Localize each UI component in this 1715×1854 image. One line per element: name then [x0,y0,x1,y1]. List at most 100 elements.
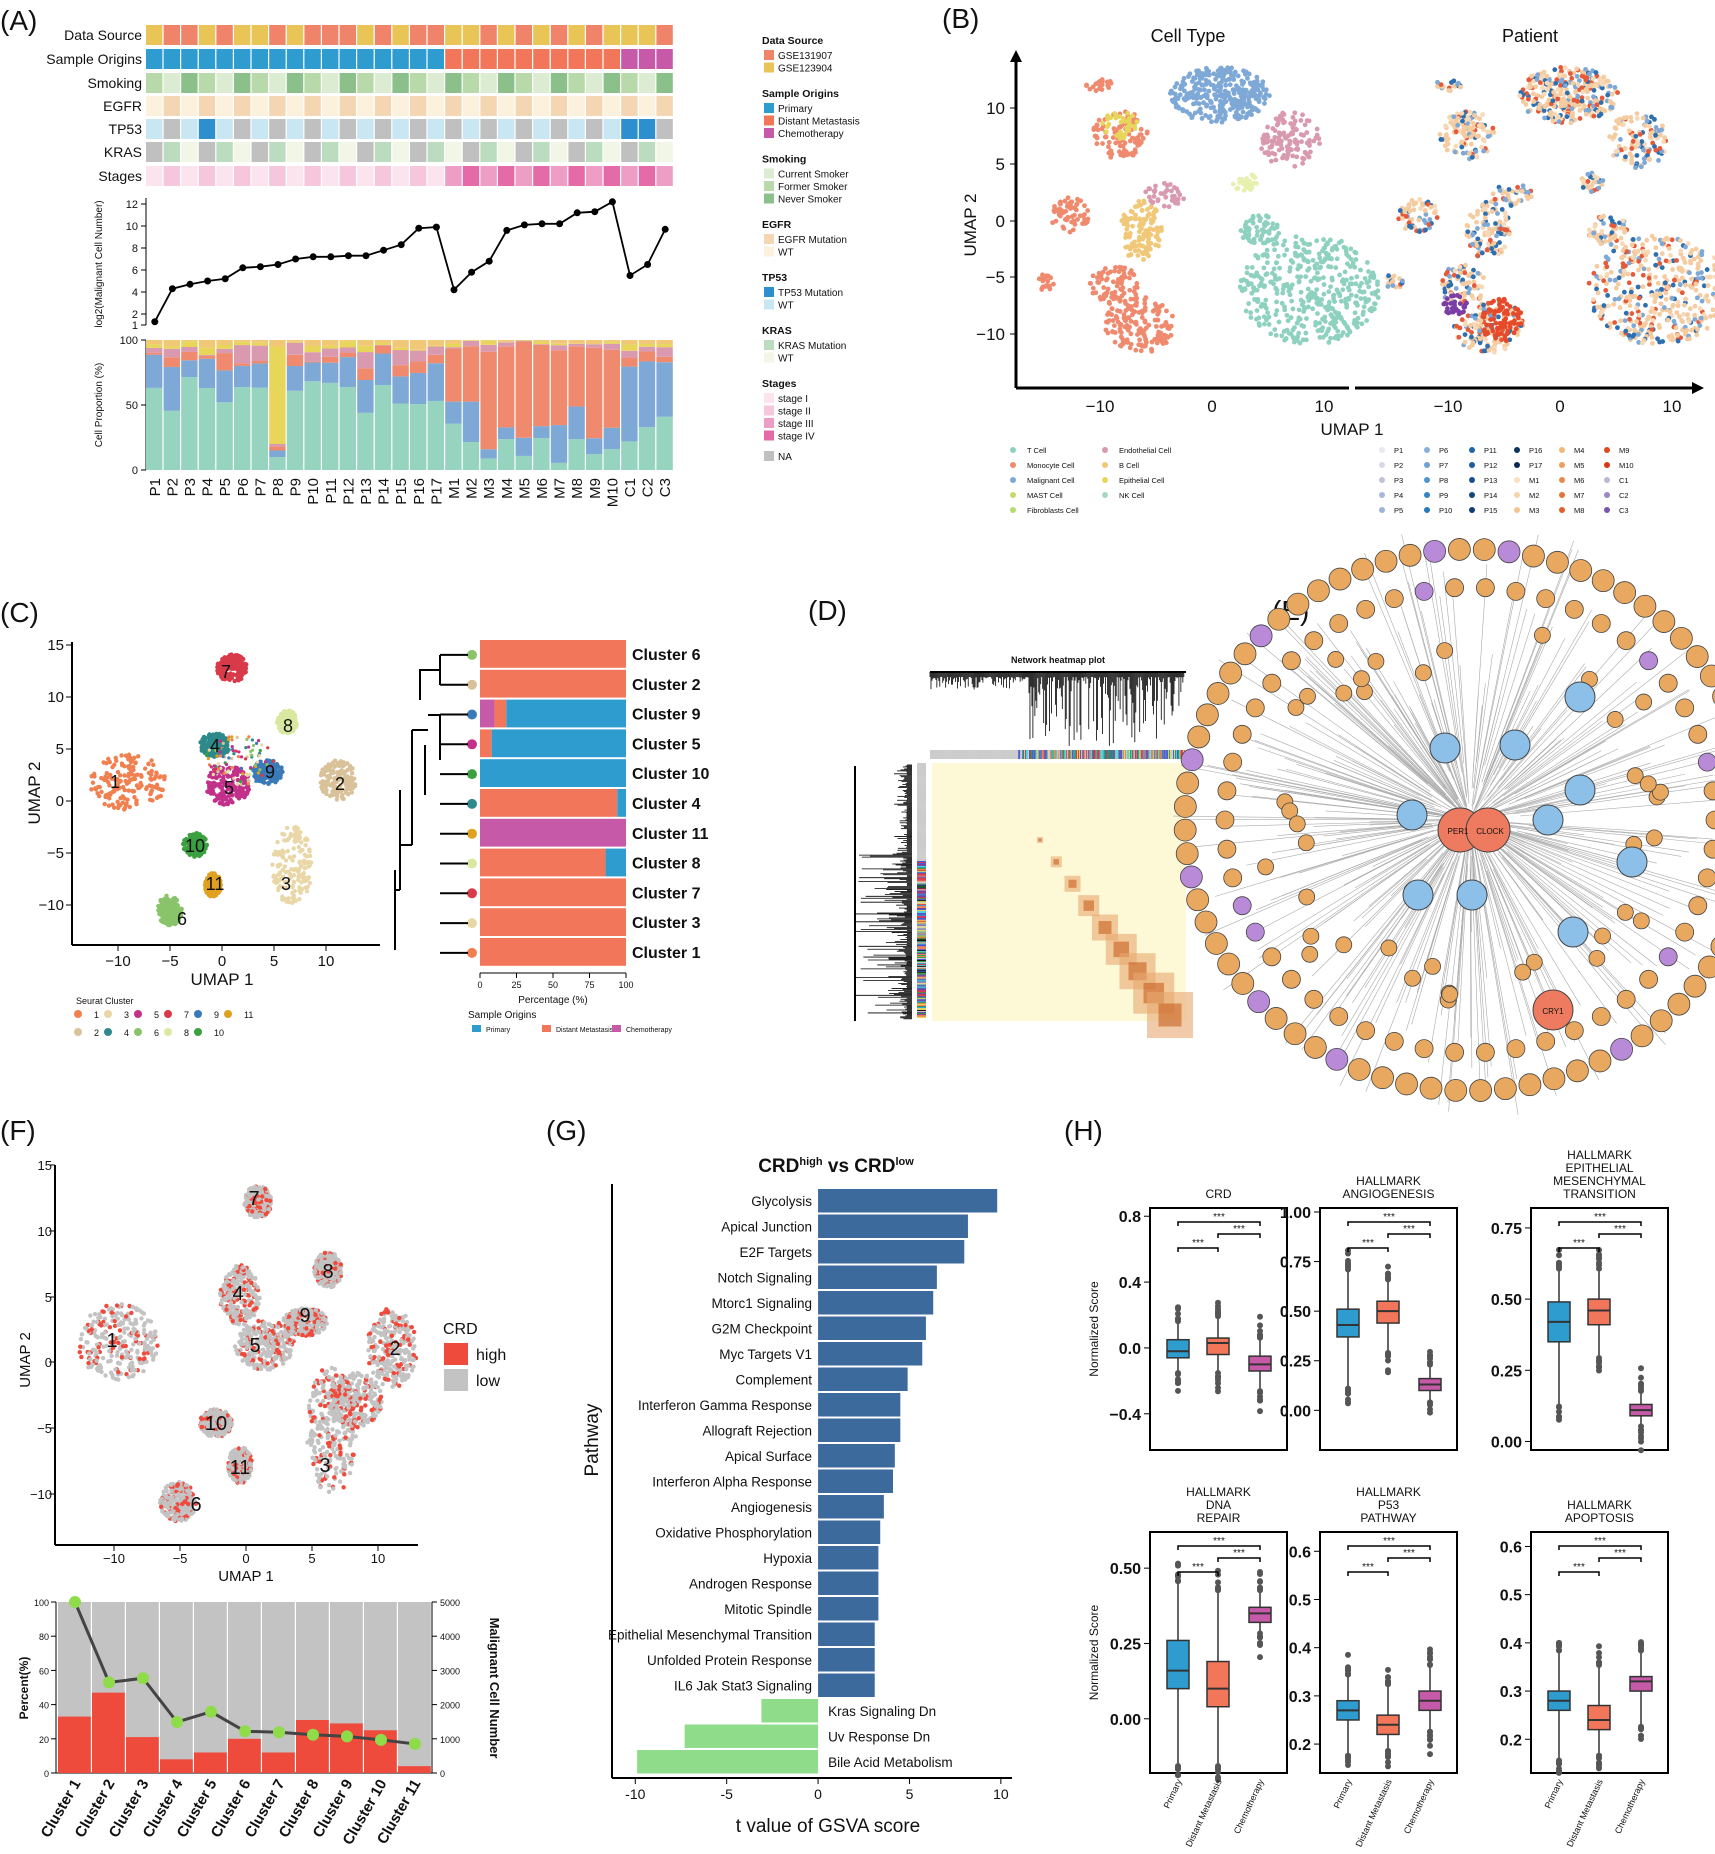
umap-point [1474,133,1480,139]
stacked-bar-segment [656,362,673,417]
legend-label: Current Smoker [778,170,849,181]
umap-point [1567,71,1573,76]
umap-point [349,779,355,784]
umap-point [1671,318,1677,324]
umap-point [1243,308,1249,314]
stacked-bar-segment [374,342,392,345]
umap-point [1468,323,1473,328]
umap-point [1675,303,1681,309]
umap-point [1583,86,1589,92]
umap-point [1699,270,1704,275]
panel-letter: (B) [942,3,979,34]
umap-point [1117,298,1123,304]
heatmap-cell [304,142,321,162]
umap-point [99,789,104,795]
umap-point [1315,328,1321,334]
umap-point [1316,251,1322,257]
stacked-bar-segment [533,426,550,438]
umap-point [1367,307,1373,313]
legend-swatch [1102,477,1108,483]
umap-point [113,755,118,761]
data-point [239,264,247,272]
umap-point [1268,158,1274,164]
x-tick-label: P5 [217,478,234,496]
umap-point [1159,228,1164,233]
umap-point [1060,224,1066,230]
data-point [151,318,159,326]
umap-point [1703,315,1709,321]
umap-point [122,773,127,778]
x-tick-label: 10 [1315,397,1334,416]
umap-point [1250,83,1256,89]
umap-point [1126,124,1132,130]
umap-point [239,775,245,780]
heatmap-cell [374,25,392,45]
umap-point [1612,296,1618,302]
umap-point [1212,109,1218,114]
umap-point [102,801,107,807]
umap-point [1135,252,1141,258]
y-axis-label: UMAP 2 [25,762,44,825]
umap-point [1338,298,1344,304]
umap-point [1269,142,1275,148]
legend-label: M4 [1574,446,1584,455]
umap-point [1172,185,1177,190]
umap-point [1653,293,1659,299]
stacked-bar-segment [198,355,216,357]
umap-point [1486,129,1492,135]
x-tick-label: P13 [358,478,375,505]
umap-point [1489,209,1495,214]
umap-point [1688,260,1694,266]
umap-point [1617,305,1623,311]
heatmap-cell [392,119,409,139]
stacked-bar-segment [392,365,409,377]
umap-point [1251,273,1256,279]
umap-point [1228,95,1233,101]
umap-point [1463,262,1468,268]
heatmap-cell [163,166,180,186]
umap-point [1298,289,1304,295]
umap-point [1266,238,1271,244]
umap-cluster [1237,234,1381,346]
umap-point [1344,302,1350,308]
umap-point [1661,305,1667,310]
umap-point [296,844,302,850]
umap-point [1290,327,1296,333]
umap-point [1620,225,1626,231]
umap-point [1254,270,1260,276]
stacked-bar-segment [445,340,462,344]
umap-point [1653,132,1658,138]
umap-point [1293,234,1299,240]
umap-point [1279,138,1284,144]
umap-point [1263,87,1269,93]
umap-point [1453,129,1459,135]
umap-point [221,802,227,807]
heatmap-cell [621,142,638,162]
heatmap-cell [286,73,304,93]
legend-swatch [1424,477,1430,483]
umap-point [1457,270,1463,276]
stacked-bar-segment [286,366,304,391]
stacked-bar-segment [410,340,427,350]
umap-point [1609,91,1615,97]
umap-point [1656,322,1662,328]
heatmap-cell [568,96,585,116]
umap-point [1258,237,1263,243]
umap-point [1236,86,1242,92]
heatmap-cell [146,96,163,116]
umap-point [1245,235,1251,241]
umap-point [1146,322,1152,328]
umap-point [1294,141,1300,147]
umap-point [158,793,163,799]
umap-point [1475,253,1480,259]
umap-point [1484,247,1490,253]
umap-point [115,799,120,805]
heatmap-cell [498,49,515,69]
umap-point [124,781,130,786]
umap-point [1624,295,1630,300]
umap-point [1287,265,1293,271]
umap-point [1319,328,1325,334]
umap-point [1090,285,1096,291]
umap-point [1254,308,1260,313]
umap-point [1638,164,1644,170]
